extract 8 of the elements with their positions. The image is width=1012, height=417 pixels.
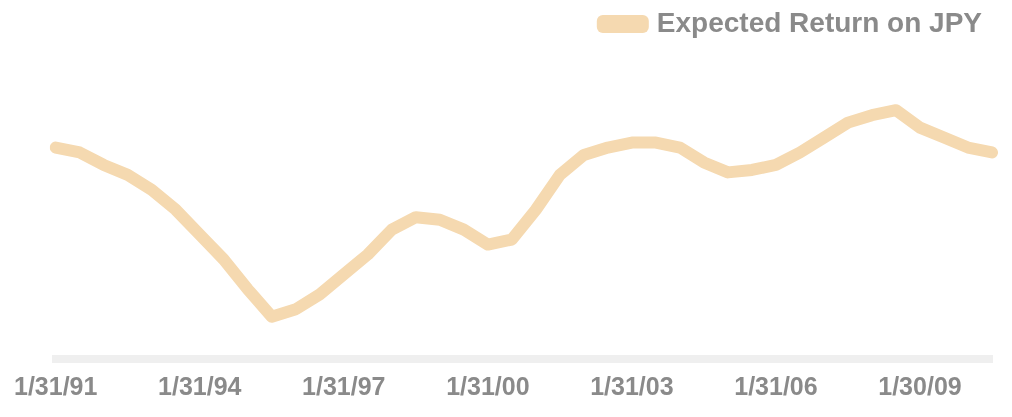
x-tick-label: 1/30/09 (878, 371, 962, 400)
x-tick-label: 1/31/00 (446, 371, 530, 400)
x-tick-label: 1/31/06 (734, 371, 818, 400)
x-tick-label: 1/31/97 (302, 371, 386, 400)
x-tick-label: 1/31/94 (158, 371, 242, 400)
x-tick-label: 1/31/91 (13, 371, 98, 400)
legend-label: Expected Return on JPY (656, 6, 983, 38)
x-tick-label: 1/31/03 (590, 371, 674, 400)
